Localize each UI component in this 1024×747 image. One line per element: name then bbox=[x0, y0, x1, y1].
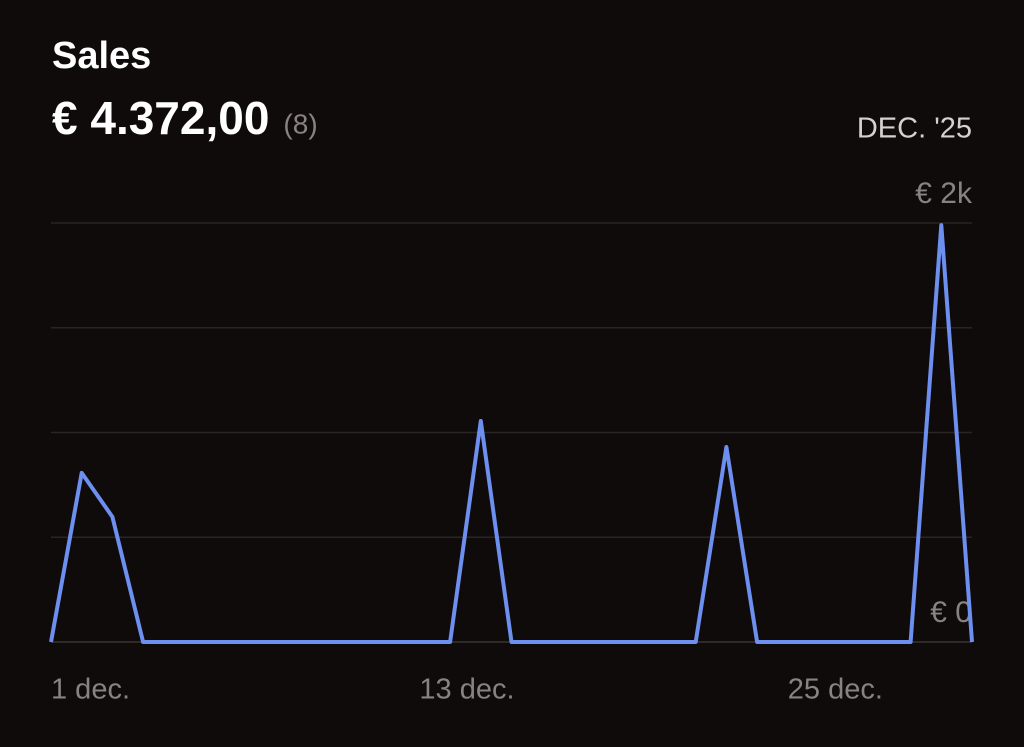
period-label: DEC. '25 bbox=[857, 113, 972, 145]
sales-line bbox=[49, 223, 974, 644]
x-tick-label: 13 dec. bbox=[419, 674, 514, 706]
total-amount: € 4.372,00 bbox=[52, 92, 269, 144]
x-tick-label: 25 dec. bbox=[788, 674, 883, 706]
y-tick-label: € 2k bbox=[915, 177, 973, 210]
card-title: Sales bbox=[52, 35, 151, 77]
x-tick-label: 1 dec. bbox=[51, 674, 130, 706]
y-tick-label: € 0 bbox=[930, 596, 972, 629]
sales-count: (8) bbox=[283, 108, 317, 139]
